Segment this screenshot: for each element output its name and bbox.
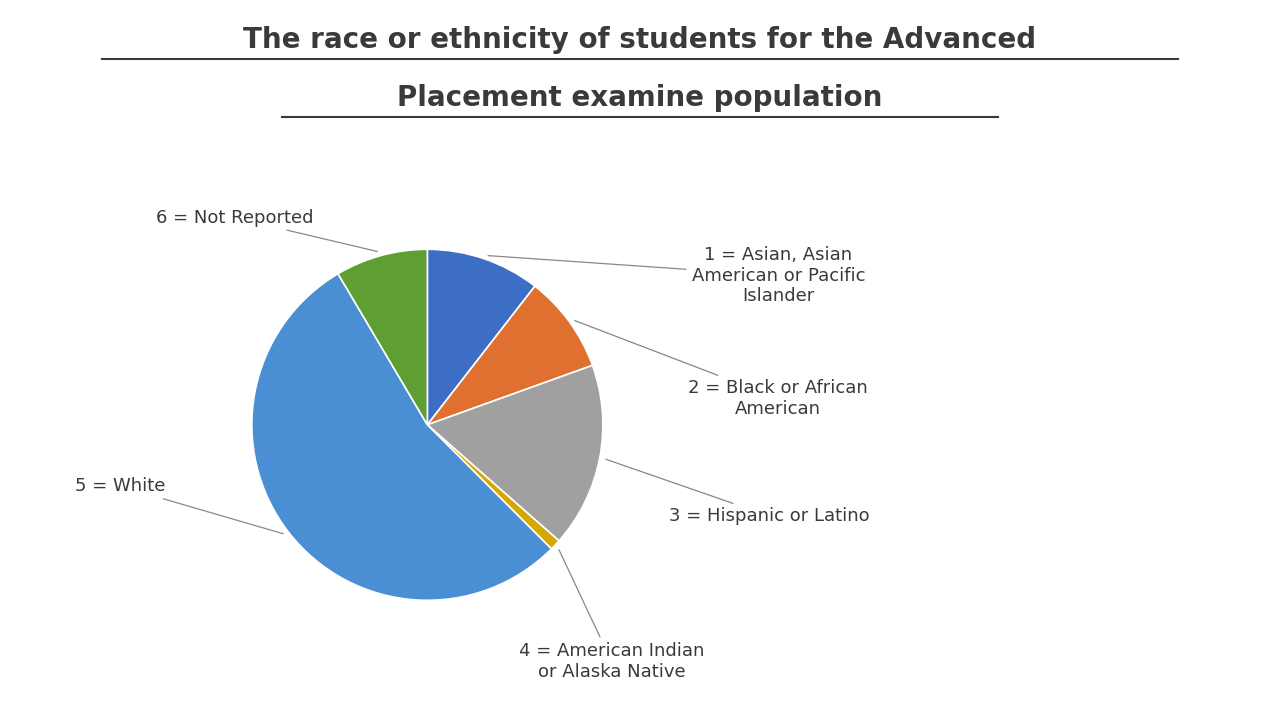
Wedge shape: [428, 425, 559, 549]
Text: 4 = American Indian
or Alaska Native: 4 = American Indian or Alaska Native: [518, 550, 704, 681]
Wedge shape: [338, 249, 428, 425]
Text: 5 = White: 5 = White: [76, 477, 283, 534]
Wedge shape: [428, 365, 603, 541]
Text: 6 = Not Reported: 6 = Not Reported: [156, 209, 378, 251]
Wedge shape: [252, 274, 552, 600]
Text: Placement examine population: Placement examine population: [397, 84, 883, 112]
Text: 3 = Hispanic or Latino: 3 = Hispanic or Latino: [605, 459, 870, 525]
Text: 1 = Asian, Asian
American or Pacific
Islander: 1 = Asian, Asian American or Pacific Isl…: [488, 246, 865, 305]
Text: The race or ethnicity of students for the Advanced: The race or ethnicity of students for th…: [243, 26, 1037, 54]
Wedge shape: [428, 286, 593, 425]
Wedge shape: [428, 249, 535, 425]
Text: 2 = Black or African
American: 2 = Black or African American: [575, 320, 868, 418]
